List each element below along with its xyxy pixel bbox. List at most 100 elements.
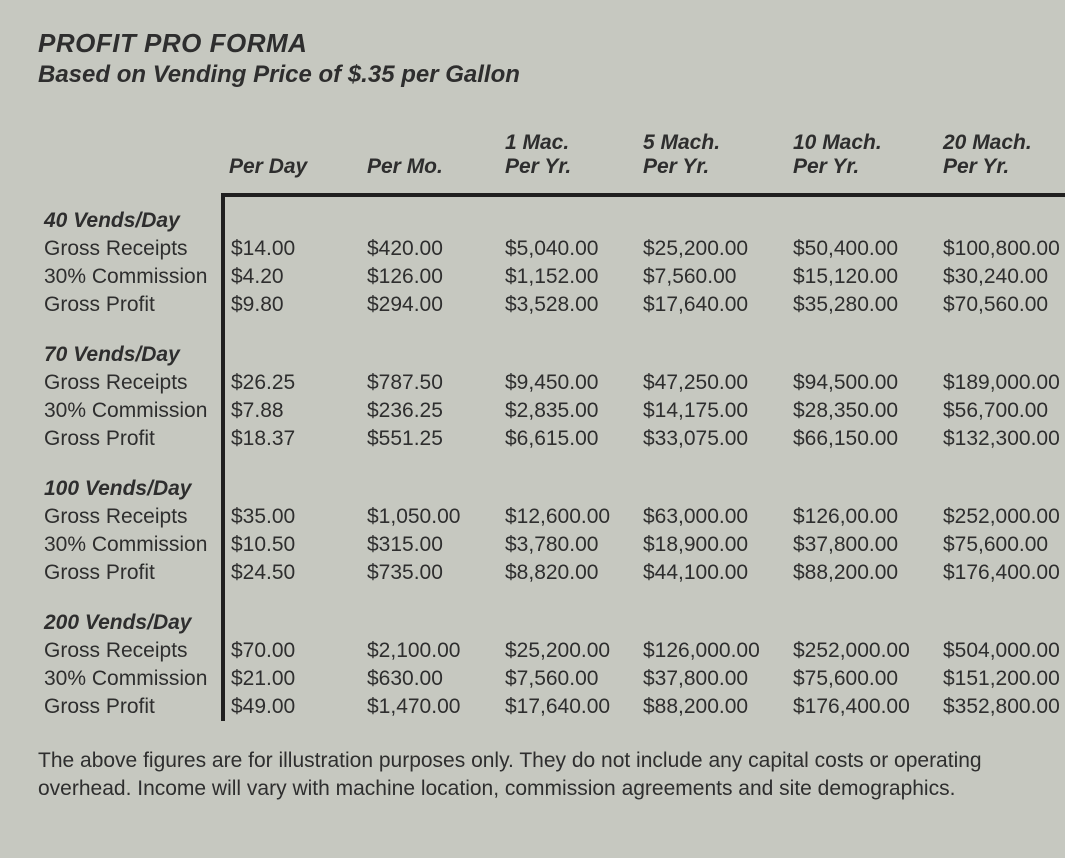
value-cell: $9,450.00 bbox=[499, 369, 637, 397]
table-row: Gross Receipts$14.00$420.00$5,040.00$25,… bbox=[38, 235, 1065, 263]
group-heading-row: 70 Vends/Day bbox=[38, 319, 1065, 369]
value-cell: $88,200.00 bbox=[637, 693, 787, 721]
value-cell: $88,200.00 bbox=[787, 559, 937, 587]
value-cell: $151,200.00 bbox=[937, 665, 1065, 693]
empty-cell bbox=[637, 453, 787, 503]
col-blank bbox=[38, 129, 223, 195]
table-row: 30% Commission$4.20$126.00$1,152.00$7,56… bbox=[38, 263, 1065, 291]
value-cell: $100,800.00 bbox=[937, 235, 1065, 263]
value-cell: $420.00 bbox=[361, 235, 499, 263]
value-cell: $12,600.00 bbox=[499, 503, 637, 531]
empty-cell bbox=[223, 319, 361, 369]
value-cell: $50,400.00 bbox=[787, 235, 937, 263]
col-1-mac: 1 Mac.Per Yr. bbox=[499, 129, 637, 195]
value-cell: $28,350.00 bbox=[787, 397, 937, 425]
value-cell: $14.00 bbox=[223, 235, 361, 263]
empty-cell bbox=[223, 453, 361, 503]
empty-cell bbox=[361, 453, 499, 503]
value-cell: $294.00 bbox=[361, 291, 499, 319]
row-label: Gross Receipts bbox=[38, 637, 223, 665]
empty-cell bbox=[787, 195, 937, 235]
empty-cell bbox=[937, 587, 1065, 637]
row-label: 30% Commission bbox=[38, 665, 223, 693]
value-cell: $2,835.00 bbox=[499, 397, 637, 425]
table-row: Gross Receipts$26.25$787.50$9,450.00$47,… bbox=[38, 369, 1065, 397]
group-heading-row: 100 Vends/Day bbox=[38, 453, 1065, 503]
empty-cell bbox=[499, 453, 637, 503]
col-20-mach: 20 Mach.Per Yr. bbox=[937, 129, 1065, 195]
value-cell: $236.25 bbox=[361, 397, 499, 425]
empty-cell bbox=[499, 319, 637, 369]
row-label: Gross Receipts bbox=[38, 503, 223, 531]
value-cell: $1,050.00 bbox=[361, 503, 499, 531]
value-cell: $63,000.00 bbox=[637, 503, 787, 531]
value-cell: $35.00 bbox=[223, 503, 361, 531]
empty-cell bbox=[637, 319, 787, 369]
value-cell: $7.88 bbox=[223, 397, 361, 425]
empty-cell bbox=[787, 319, 937, 369]
value-cell: $49.00 bbox=[223, 693, 361, 721]
value-cell: $44,100.00 bbox=[637, 559, 787, 587]
value-cell: $10.50 bbox=[223, 531, 361, 559]
table-row: Gross Profit$24.50$735.00$8,820.00$44,10… bbox=[38, 559, 1065, 587]
col-5-mach: 5 Mach.Per Yr. bbox=[637, 129, 787, 195]
value-cell: $70,560.00 bbox=[937, 291, 1065, 319]
value-cell: $1,470.00 bbox=[361, 693, 499, 721]
value-cell: $21.00 bbox=[223, 665, 361, 693]
value-cell: $315.00 bbox=[361, 531, 499, 559]
empty-cell bbox=[361, 319, 499, 369]
table-row: Gross Receipts$70.00$2,100.00$25,200.00$… bbox=[38, 637, 1065, 665]
value-cell: $15,120.00 bbox=[787, 263, 937, 291]
value-cell: $9.80 bbox=[223, 291, 361, 319]
value-cell: $252,000.00 bbox=[787, 637, 937, 665]
footnote: The above figures are for illustration p… bbox=[38, 747, 1055, 804]
empty-cell bbox=[361, 587, 499, 637]
empty-cell bbox=[223, 195, 361, 235]
value-cell: $25,200.00 bbox=[637, 235, 787, 263]
page-title: PROFIT PRO FORMA bbox=[38, 28, 1055, 59]
value-cell: $504,000.00 bbox=[937, 637, 1065, 665]
value-cell: $66,150.00 bbox=[787, 425, 937, 453]
value-cell: $70.00 bbox=[223, 637, 361, 665]
group-heading: 200 Vends/Day bbox=[38, 587, 223, 637]
value-cell: $7,560.00 bbox=[637, 263, 787, 291]
value-cell: $189,000.00 bbox=[937, 369, 1065, 397]
value-cell: $30,240.00 bbox=[937, 263, 1065, 291]
row-label: 30% Commission bbox=[38, 531, 223, 559]
value-cell: $94,500.00 bbox=[787, 369, 937, 397]
value-cell: $33,075.00 bbox=[637, 425, 787, 453]
value-cell: $126,000.00 bbox=[637, 637, 787, 665]
empty-cell bbox=[499, 195, 637, 235]
profit-table: Per Day Per Mo. 1 Mac.Per Yr. 5 Mach.Per… bbox=[38, 129, 1065, 721]
table-row: 30% Commission$10.50$315.00$3,780.00$18,… bbox=[38, 531, 1065, 559]
empty-cell bbox=[937, 195, 1065, 235]
empty-cell bbox=[787, 587, 937, 637]
value-cell: $3,528.00 bbox=[499, 291, 637, 319]
value-cell: $18.37 bbox=[223, 425, 361, 453]
col-per-day: Per Day bbox=[223, 129, 361, 195]
value-cell: $37,800.00 bbox=[787, 531, 937, 559]
group-heading: 40 Vends/Day bbox=[38, 195, 223, 235]
empty-cell bbox=[637, 195, 787, 235]
value-cell: $3,780.00 bbox=[499, 531, 637, 559]
empty-cell bbox=[637, 587, 787, 637]
row-label: Gross Profit bbox=[38, 425, 223, 453]
value-cell: $24.50 bbox=[223, 559, 361, 587]
value-cell: $4.20 bbox=[223, 263, 361, 291]
col-10-mach: 10 Mach.Per Yr. bbox=[787, 129, 937, 195]
value-cell: $26.25 bbox=[223, 369, 361, 397]
group-heading: 70 Vends/Day bbox=[38, 319, 223, 369]
page-subtitle: Based on Vending Price of $.35 per Gallo… bbox=[38, 61, 1055, 89]
value-cell: $75,600.00 bbox=[787, 665, 937, 693]
value-cell: $787.50 bbox=[361, 369, 499, 397]
value-cell: $18,900.00 bbox=[637, 531, 787, 559]
empty-cell bbox=[499, 587, 637, 637]
value-cell: $735.00 bbox=[361, 559, 499, 587]
value-cell: $551.25 bbox=[361, 425, 499, 453]
row-label: Gross Profit bbox=[38, 693, 223, 721]
value-cell: $17,640.00 bbox=[499, 693, 637, 721]
table-header-row: Per Day Per Mo. 1 Mac.Per Yr. 5 Mach.Per… bbox=[38, 129, 1065, 195]
value-cell: $37,800.00 bbox=[637, 665, 787, 693]
row-label: 30% Commission bbox=[38, 263, 223, 291]
value-cell: $7,560.00 bbox=[499, 665, 637, 693]
